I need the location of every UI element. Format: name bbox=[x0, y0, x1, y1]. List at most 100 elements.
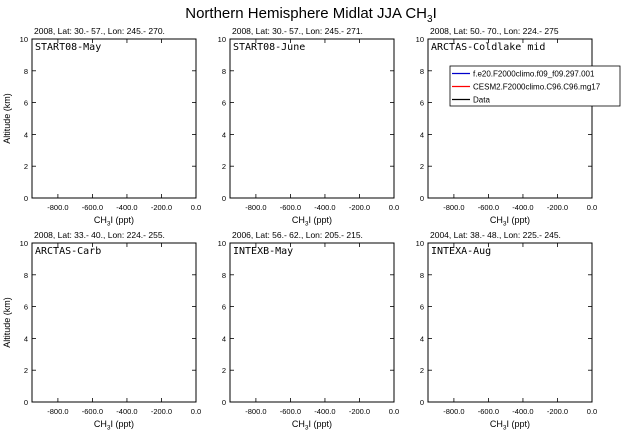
y-tick-label: 8 bbox=[420, 67, 424, 76]
y-tick-label: 8 bbox=[420, 271, 424, 280]
x-tick-label: -400.0 bbox=[314, 203, 335, 212]
y-tick-label: 0 bbox=[420, 398, 424, 407]
x-tick-label: -800.0 bbox=[47, 203, 68, 212]
y-tick-label: 4 bbox=[24, 334, 28, 343]
x-axis-label: CH3I (ppt) bbox=[94, 215, 134, 228]
x-tick-label: -400.0 bbox=[512, 407, 533, 416]
y-tick-label: 4 bbox=[222, 130, 226, 139]
figure-title: Northern Hemisphere Midlat JJA CH3I bbox=[185, 5, 437, 25]
y-tick-label: 0 bbox=[24, 194, 28, 203]
y-tick-label: 4 bbox=[420, 130, 424, 139]
x-tick-label: -200.0 bbox=[151, 407, 172, 416]
y-tick-label: 0 bbox=[24, 398, 28, 407]
y-tick-label: 10 bbox=[20, 239, 28, 248]
x-tick-label: 0.0 bbox=[191, 203, 201, 212]
x-tick-label: -600.0 bbox=[280, 407, 301, 416]
y-tick-label: 6 bbox=[420, 303, 424, 312]
y-tick-label: 2 bbox=[420, 366, 424, 375]
panel-header: 2004, Lat: 38.- 48., Lon: 225.- 245. bbox=[430, 230, 561, 240]
x-tick-label: 0.0 bbox=[389, 407, 399, 416]
y-tick-label: 6 bbox=[420, 99, 424, 108]
y-tick-label: 8 bbox=[24, 67, 28, 76]
plot-frame bbox=[31, 242, 197, 403]
y-tick-label: 0 bbox=[420, 194, 424, 203]
panel-4: 2008, Lat: 33.- 40., Lon: 224.- 255. ARCT… bbox=[2, 230, 201, 432]
y-tick-label: 8 bbox=[24, 271, 28, 280]
x-tick-label: -200.0 bbox=[349, 203, 370, 212]
x-tick-label: -400.0 bbox=[116, 203, 137, 212]
legend-entry: Data bbox=[473, 96, 490, 105]
x-axis-label: CH3I (ppt) bbox=[292, 215, 332, 228]
x-tick-label: -600.0 bbox=[82, 407, 103, 416]
panel-header: 2008, Lat: 30.- 57., Lon: 245.- 271. bbox=[232, 26, 363, 36]
figure-title-tail: I bbox=[433, 5, 437, 22]
y-tick-label: 10 bbox=[218, 239, 226, 248]
x-tick-label: -800.0 bbox=[443, 407, 464, 416]
x-tick-label: -400.0 bbox=[512, 203, 533, 212]
plot-frame bbox=[229, 242, 395, 403]
plot-frame bbox=[427, 38, 593, 199]
panel-3: 2008, Lat: 50.- 70., Lon: 224.- 275 ARCTA… bbox=[416, 26, 621, 228]
y-tick-label: 4 bbox=[222, 334, 226, 343]
x-tick-label: -600.0 bbox=[280, 203, 301, 212]
campaign-label: ARCTAS-Carb bbox=[35, 246, 101, 257]
x-tick-label: -800.0 bbox=[47, 407, 68, 416]
x-tick-label: -200.0 bbox=[349, 407, 370, 416]
y-tick-label: 10 bbox=[416, 239, 424, 248]
panel-grid: 2008, Lat: 30.- 57., Lon: 245.- 270. STAR… bbox=[2, 26, 621, 432]
y-tick-label: 10 bbox=[20, 35, 28, 44]
x-axis-label: CH3I (ppt) bbox=[490, 419, 530, 432]
panel-header: 2008, Lat: 30.- 57., Lon: 245.- 270. bbox=[34, 26, 165, 36]
x-tick-label: -600.0 bbox=[478, 407, 499, 416]
y-tick-label: 2 bbox=[24, 162, 28, 171]
legend-box bbox=[449, 65, 621, 107]
plot-frame bbox=[229, 38, 395, 199]
x-tick-label: -600.0 bbox=[478, 203, 499, 212]
panel-header: 2008, Lat: 50.- 70., Lon: 224.- 275 bbox=[430, 26, 559, 36]
y-tick-label: 2 bbox=[24, 366, 28, 375]
plot-frame bbox=[427, 242, 593, 403]
x-axis-label: CH3I (ppt) bbox=[490, 215, 530, 228]
y-tick-label: 2 bbox=[420, 162, 424, 171]
x-tick-label: -600.0 bbox=[82, 203, 103, 212]
y-tick-label: 6 bbox=[222, 303, 226, 312]
x-tick-label: 0.0 bbox=[191, 407, 201, 416]
x-tick-label: -200.0 bbox=[547, 407, 568, 416]
y-tick-label: 10 bbox=[218, 35, 226, 44]
y-axis-label: Altitude (km) bbox=[2, 93, 12, 144]
x-axis-label: CH3I (ppt) bbox=[292, 419, 332, 432]
x-tick-label: 0.0 bbox=[389, 203, 399, 212]
legend-entry: f.e20.F2000climo.f09_f09.297.001 bbox=[473, 70, 595, 79]
y-tick-label: 6 bbox=[24, 99, 28, 108]
x-tick-label: -800.0 bbox=[245, 203, 266, 212]
legend-entry: CESM2.F2000climo.C96.C96.mg17 bbox=[473, 83, 601, 92]
y-tick-label: 8 bbox=[222, 67, 226, 76]
x-tick-label: -800.0 bbox=[443, 203, 464, 212]
panel-header: 2008, Lat: 33.- 40., Lon: 224.- 255. bbox=[34, 230, 165, 240]
x-tick-label: 0.0 bbox=[587, 203, 597, 212]
x-tick-label: 0.0 bbox=[587, 407, 597, 416]
campaign-label: INTEXB-May bbox=[233, 246, 293, 257]
panel-1: 2008, Lat: 30.- 57., Lon: 245.- 270. STAR… bbox=[2, 26, 201, 228]
x-tick-label: -400.0 bbox=[116, 407, 137, 416]
panel-2: 2008, Lat: 30.- 57., Lon: 245.- 271. STAR… bbox=[218, 26, 400, 228]
campaign-label: START08-May bbox=[35, 42, 101, 53]
y-tick-label: 4 bbox=[420, 334, 424, 343]
panel-header: 2006, Lat: 56.- 62., Lon: 205.- 215. bbox=[232, 230, 363, 240]
campaign-label: START08-June bbox=[233, 42, 305, 53]
y-tick-label: 4 bbox=[24, 130, 28, 139]
y-axis-label: Altitude (km) bbox=[2, 297, 12, 348]
y-tick-label: 10 bbox=[416, 35, 424, 44]
x-tick-label: -200.0 bbox=[151, 203, 172, 212]
x-axis-label: CH3I (ppt) bbox=[94, 419, 134, 432]
y-tick-label: 2 bbox=[222, 366, 226, 375]
y-tick-label: 0 bbox=[222, 194, 226, 203]
panel-5: 2006, Lat: 56.- 62., Lon: 205.- 215. INTE… bbox=[218, 230, 400, 432]
y-tick-label: 0 bbox=[222, 398, 226, 407]
campaign-label: ARCTAS-Coldlake mid bbox=[431, 42, 545, 53]
legend: f.e20.F2000climo.f09_f09.297.001 CESM2.F2… bbox=[449, 65, 621, 107]
figure-title-main: Northern Hemisphere Midlat JJA CH bbox=[185, 5, 427, 22]
y-tick-label: 6 bbox=[24, 303, 28, 312]
y-tick-label: 8 bbox=[222, 271, 226, 280]
